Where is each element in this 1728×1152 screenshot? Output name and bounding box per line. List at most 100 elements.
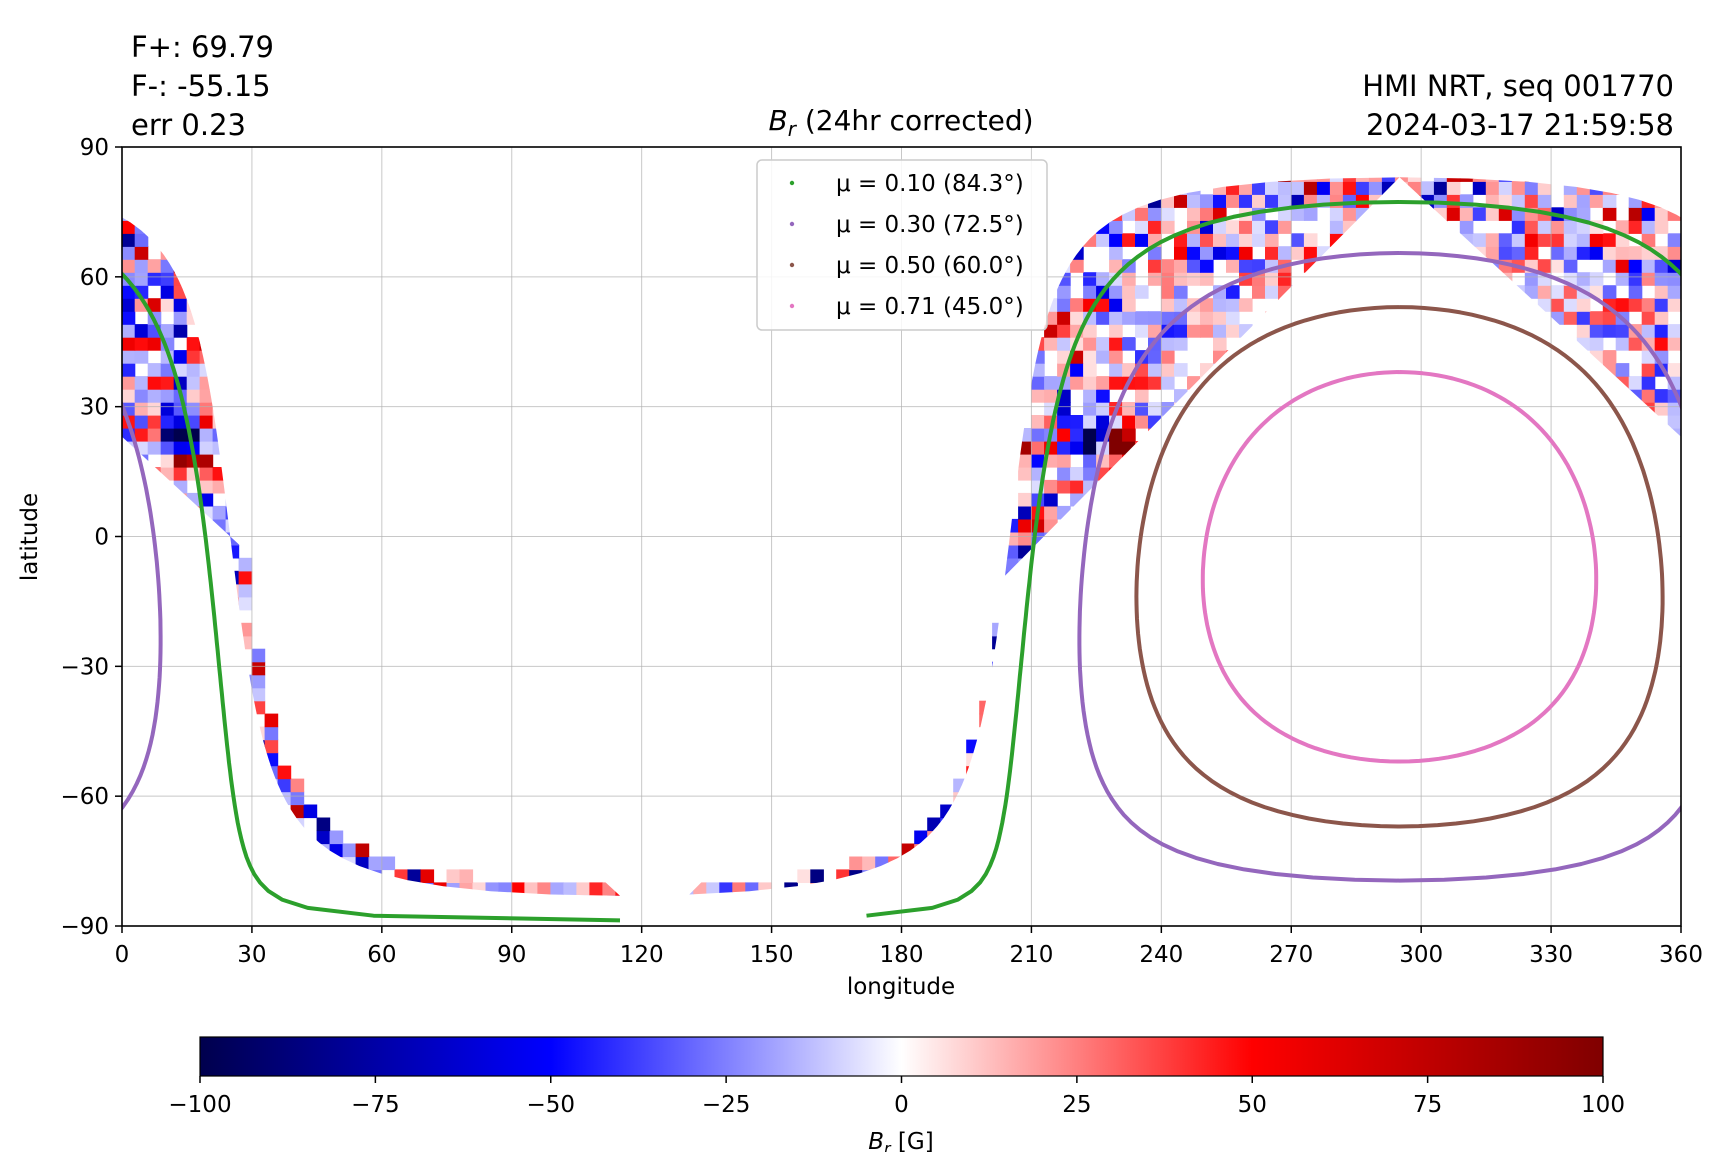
field-cell xyxy=(1537,285,1552,299)
field-cell xyxy=(1057,311,1071,325)
field-cell xyxy=(576,882,590,896)
flux-negative-text: F-: -55.15 xyxy=(131,69,271,103)
field-cell xyxy=(134,376,149,390)
field-cell xyxy=(1459,220,1474,234)
field-cell xyxy=(1044,492,1058,507)
field-cell xyxy=(1031,454,1045,468)
field-cell xyxy=(199,479,214,494)
field-cell xyxy=(1213,246,1227,260)
field-cell xyxy=(1667,402,1681,416)
field-cell xyxy=(1667,337,1681,351)
chart-title: Br (24hr corrected) xyxy=(768,104,1033,141)
field-cell xyxy=(1641,311,1656,325)
field-cell xyxy=(1135,376,1149,390)
field-cell xyxy=(1109,311,1123,325)
field-cell xyxy=(1226,298,1240,312)
field-cell xyxy=(1161,376,1175,390)
field-cell xyxy=(173,324,188,338)
field-cell xyxy=(1291,246,1305,260)
field-cell xyxy=(160,324,175,338)
field-cell xyxy=(1667,246,1681,260)
legend: μ = 0.10 (84.3°) μ = 0.30 (72.5°) μ = 0.50… xyxy=(756,159,1048,331)
field-cell xyxy=(1667,363,1681,377)
flux-positive-text: F+: 69.79 xyxy=(131,30,274,64)
field-cell xyxy=(1602,311,1617,325)
field-cell xyxy=(1122,272,1136,286)
field-cell xyxy=(1485,207,1500,221)
field-cell xyxy=(1654,298,1669,312)
field-cell xyxy=(1641,363,1656,377)
field-cell xyxy=(1161,285,1175,299)
field-cell xyxy=(186,337,201,351)
field-cell xyxy=(1576,194,1591,208)
field-cell xyxy=(1291,207,1305,221)
field-cell xyxy=(1342,181,1357,195)
field-cell xyxy=(1083,454,1097,468)
field-cell xyxy=(550,882,564,896)
mu-contours xyxy=(122,200,1681,923)
x-tick-label: 270 xyxy=(1269,942,1313,968)
field-cell xyxy=(1550,298,1565,312)
field-cell xyxy=(264,739,279,754)
field-cell xyxy=(160,454,175,468)
y-tick-label: −30 xyxy=(60,654,109,680)
field-cell xyxy=(1498,207,1513,221)
field-cell xyxy=(199,467,214,481)
field-cell xyxy=(290,778,305,793)
field-cell xyxy=(1329,181,1344,195)
field-cell xyxy=(1498,233,1513,247)
field-cell xyxy=(849,856,863,871)
field-cell xyxy=(1316,181,1331,195)
field-cell xyxy=(160,285,175,299)
field-cell xyxy=(1044,505,1058,520)
field-cell xyxy=(1096,233,1110,247)
field-cell xyxy=(1070,259,1084,273)
field-cell xyxy=(134,324,149,338)
field-cell xyxy=(134,259,149,273)
field-cell xyxy=(1096,389,1110,403)
field-cell xyxy=(1148,324,1162,338)
field-cell xyxy=(147,376,162,390)
field-cell xyxy=(1018,467,1032,481)
field-cell xyxy=(1459,207,1474,221)
field-cell xyxy=(122,246,136,260)
field-cell xyxy=(1576,311,1591,325)
field-cell xyxy=(1252,220,1266,234)
field-cell xyxy=(329,830,344,845)
field-cell xyxy=(147,272,162,286)
field-cell xyxy=(1667,415,1681,429)
field-cell xyxy=(160,402,175,416)
field-cell xyxy=(186,415,201,429)
field-cell xyxy=(316,830,331,845)
field-cell xyxy=(1083,272,1097,286)
field-cell xyxy=(1563,298,1578,312)
field-cell xyxy=(122,220,136,234)
field-cell xyxy=(134,233,149,247)
x-tick-label: 0 xyxy=(115,942,130,968)
field-cell xyxy=(1472,177,1487,182)
field-cell xyxy=(1096,311,1110,325)
field-cell xyxy=(1161,337,1175,351)
field-cell xyxy=(1355,181,1370,195)
field-cell xyxy=(1511,220,1526,234)
field-cell xyxy=(1122,415,1136,429)
field-cell xyxy=(1226,194,1240,208)
field-cell xyxy=(122,337,136,351)
field-cell xyxy=(1342,207,1357,221)
field-cell xyxy=(1239,220,1253,234)
field-cell xyxy=(1083,285,1097,299)
field-cell xyxy=(1200,298,1214,312)
field-cell xyxy=(511,882,525,896)
field-cell xyxy=(1018,505,1032,520)
field-cell xyxy=(1641,259,1656,273)
field-cell xyxy=(1303,246,1318,260)
field-cell xyxy=(1654,311,1669,325)
field-cell xyxy=(1511,181,1526,195)
field-cell xyxy=(1044,337,1058,351)
x-tick-label: 60 xyxy=(367,942,396,968)
field-cell xyxy=(1174,233,1188,247)
field-cell xyxy=(134,415,149,429)
x-tick-label: 330 xyxy=(1529,942,1573,968)
y-tick-label: 90 xyxy=(80,135,109,161)
field-cell xyxy=(1213,233,1227,247)
